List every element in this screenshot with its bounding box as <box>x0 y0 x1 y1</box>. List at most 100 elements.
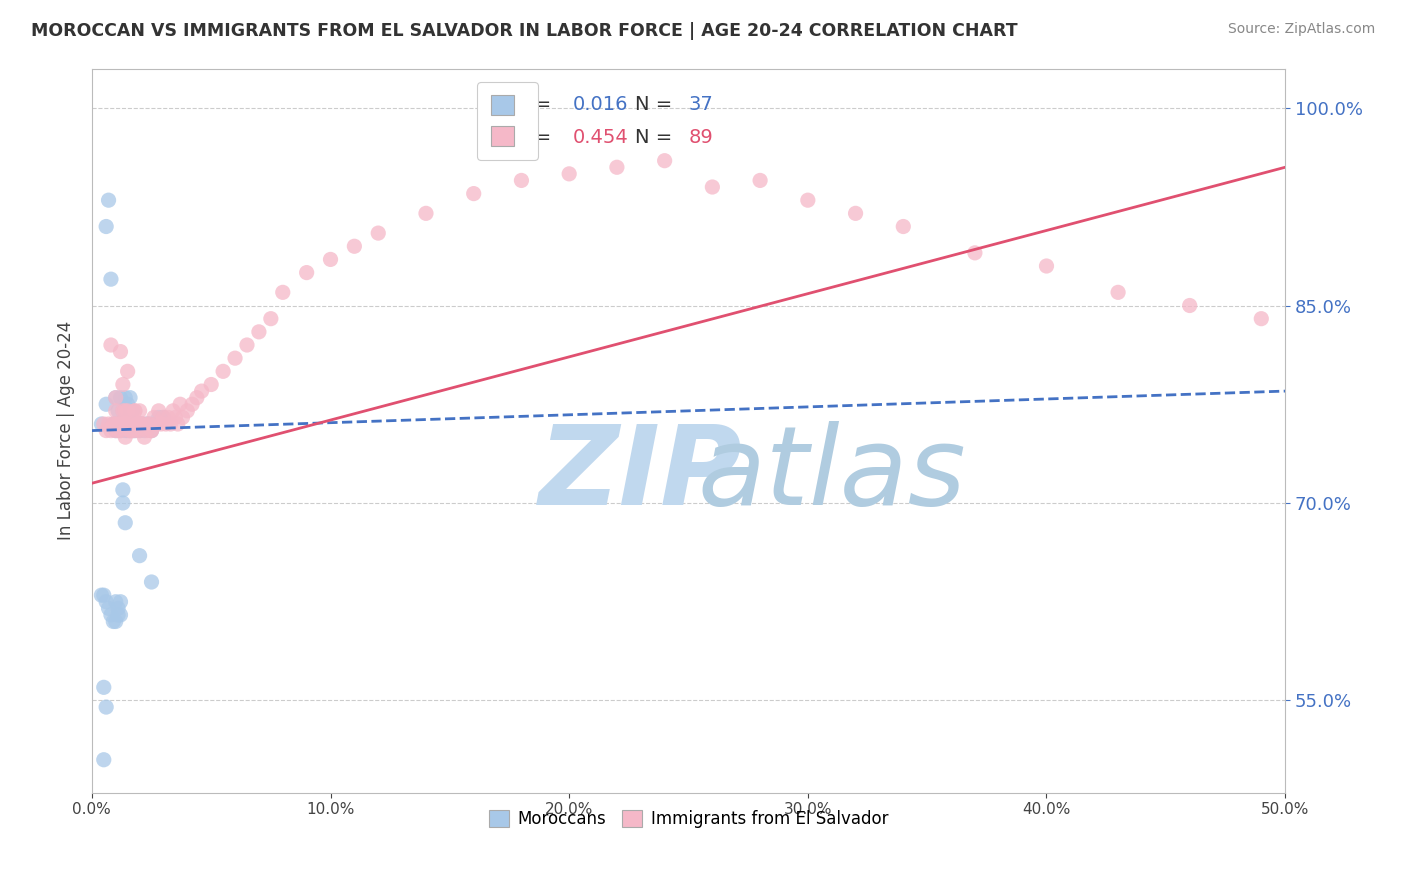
Point <box>135 417 157 431</box>
Point <box>97 417 120 431</box>
Point <box>111 377 134 392</box>
Point <box>104 424 127 438</box>
Point <box>124 424 146 438</box>
Point <box>145 417 167 431</box>
Point <box>111 417 134 431</box>
Point <box>141 574 163 589</box>
Point <box>138 417 160 431</box>
Text: 0.454: 0.454 <box>572 128 628 147</box>
Point <box>104 391 127 405</box>
Point <box>104 417 127 431</box>
Text: R =: R = <box>516 128 558 147</box>
Point <box>93 681 115 695</box>
Point <box>100 424 122 438</box>
Point <box>797 193 820 207</box>
Point <box>1107 285 1129 300</box>
Point <box>111 483 134 497</box>
Point <box>124 404 146 418</box>
Point <box>157 410 180 425</box>
Point <box>162 404 184 418</box>
Point <box>114 417 136 431</box>
Point <box>128 404 150 418</box>
Point <box>117 417 139 431</box>
Point <box>121 424 143 438</box>
Point <box>176 404 198 418</box>
Text: N =: N = <box>634 128 678 147</box>
Point <box>131 417 153 431</box>
Point <box>1178 298 1201 312</box>
Point <box>96 424 118 438</box>
Point <box>141 424 163 438</box>
Point <box>169 397 191 411</box>
Point <box>107 417 129 431</box>
Point <box>117 417 139 431</box>
Point <box>103 417 125 431</box>
Point <box>117 404 139 418</box>
Point <box>97 601 120 615</box>
Point <box>96 595 118 609</box>
Point <box>110 607 132 622</box>
Point <box>131 417 153 431</box>
Point <box>463 186 485 201</box>
Point <box>128 549 150 563</box>
Point <box>152 410 174 425</box>
Point <box>128 417 150 431</box>
Point <box>104 615 127 629</box>
Point <box>117 364 139 378</box>
Point <box>90 588 112 602</box>
Point <box>510 173 533 187</box>
Point <box>93 417 115 431</box>
Point <box>100 338 122 352</box>
Point <box>111 404 134 418</box>
Point <box>141 424 163 438</box>
Point <box>110 424 132 438</box>
Point <box>141 424 163 438</box>
Point <box>124 417 146 431</box>
Point <box>121 424 143 438</box>
Point <box>97 193 120 207</box>
Text: MOROCCAN VS IMMIGRANTS FROM EL SALVADOR IN LABOR FORCE | AGE 20-24 CORRELATION C: MOROCCAN VS IMMIGRANTS FROM EL SALVADOR … <box>31 22 1018 40</box>
Point <box>111 417 134 431</box>
Point <box>118 424 141 438</box>
Point <box>90 417 112 431</box>
Point <box>236 338 259 352</box>
Point <box>117 397 139 411</box>
Point <box>181 397 204 411</box>
Point <box>702 180 724 194</box>
Point <box>104 424 127 438</box>
Point <box>121 417 143 431</box>
Point <box>110 344 132 359</box>
Point <box>111 404 134 418</box>
Point <box>135 424 157 438</box>
Point <box>134 424 156 438</box>
Point <box>963 245 986 260</box>
Point <box>110 391 132 405</box>
Point <box>142 410 165 425</box>
Point <box>114 391 136 405</box>
Point <box>117 417 139 431</box>
Point <box>145 417 167 431</box>
Point <box>152 410 174 425</box>
Text: N =: N = <box>634 95 678 113</box>
Point <box>107 424 129 438</box>
Point <box>107 601 129 615</box>
Point <box>606 161 628 175</box>
Point <box>118 424 141 438</box>
Point <box>200 377 222 392</box>
Point <box>148 410 170 425</box>
Point <box>96 700 118 714</box>
Point <box>96 397 118 411</box>
Point <box>128 417 150 431</box>
Point <box>212 364 235 378</box>
Point <box>127 417 149 431</box>
Point <box>186 391 208 405</box>
Point <box>319 252 342 267</box>
Text: ZIP: ZIP <box>538 420 742 527</box>
Point <box>891 219 914 234</box>
Point <box>124 404 146 418</box>
Point <box>124 424 146 438</box>
Text: atlas: atlas <box>697 420 966 527</box>
Point <box>155 417 177 431</box>
Point <box>100 272 122 286</box>
Point <box>150 417 173 431</box>
